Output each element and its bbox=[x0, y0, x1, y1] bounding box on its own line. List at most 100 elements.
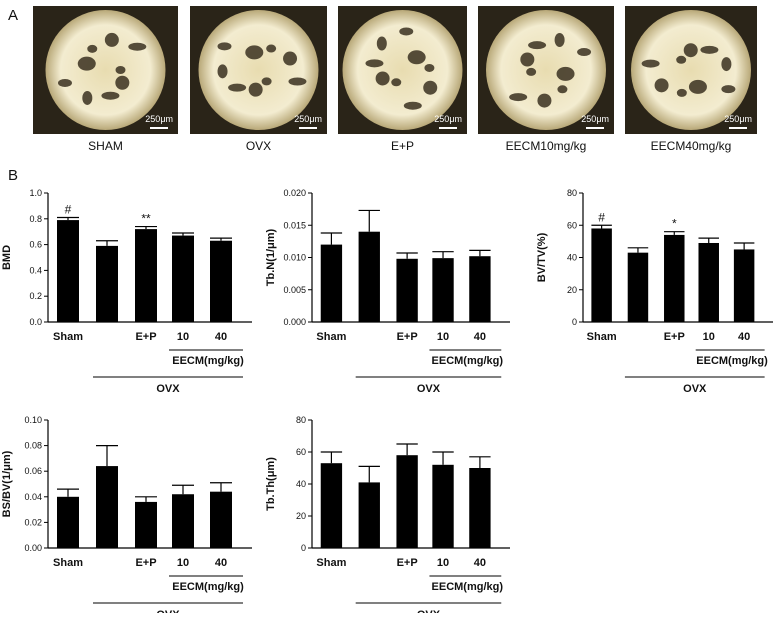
x-tick-label: E+P bbox=[135, 557, 156, 569]
bar bbox=[96, 245, 118, 322]
significance-mark: ** bbox=[141, 212, 151, 226]
x-tick-label: Sham bbox=[53, 331, 83, 343]
scale-label: 250μm bbox=[581, 114, 609, 124]
pore bbox=[399, 27, 414, 36]
y-tick-label: 20 bbox=[567, 285, 577, 295]
y-tick-label: 80 bbox=[567, 188, 577, 198]
pore bbox=[248, 82, 263, 97]
bar bbox=[135, 229, 157, 322]
panel-label: B bbox=[8, 167, 18, 184]
y-tick-label: 0.6 bbox=[29, 240, 42, 250]
y-tick-label: 60 bbox=[296, 447, 306, 457]
y-tick-label: 0.2 bbox=[29, 291, 42, 301]
y-tick-label: 0.08 bbox=[24, 441, 42, 451]
pore bbox=[577, 48, 592, 57]
y-tick-label: 1.0 bbox=[29, 188, 42, 198]
y-axis-label: BV/TV(%) bbox=[536, 232, 548, 282]
x-tick-label: 40 bbox=[215, 331, 227, 343]
group-label: EECM(mg/kg) bbox=[172, 355, 244, 367]
pore bbox=[375, 71, 390, 86]
y-tick-label: 0.00 bbox=[24, 543, 42, 553]
group-label: EECM(mg/kg) bbox=[432, 581, 504, 593]
bar bbox=[320, 463, 343, 548]
x-tick-label: 10 bbox=[177, 331, 189, 343]
bar bbox=[396, 455, 418, 548]
image-caption: EECM10mg/kg bbox=[506, 139, 587, 153]
y-tick-label: 0.010 bbox=[283, 253, 306, 263]
pore bbox=[537, 93, 552, 108]
bar bbox=[591, 228, 612, 322]
bar bbox=[135, 501, 157, 548]
pore bbox=[228, 83, 247, 92]
pore bbox=[101, 91, 120, 100]
y-tick-label: 0 bbox=[572, 317, 577, 327]
bar bbox=[664, 234, 685, 322]
x-tick-label: 40 bbox=[738, 331, 750, 343]
bar bbox=[172, 494, 194, 548]
pore bbox=[528, 41, 547, 50]
bar bbox=[96, 466, 118, 548]
pore bbox=[556, 66, 575, 81]
bar bbox=[469, 468, 491, 548]
bone-section bbox=[342, 10, 463, 130]
x-tick-label: Sham bbox=[587, 331, 617, 343]
y-tick-label: 40 bbox=[567, 253, 577, 263]
image-caption: OVX bbox=[246, 139, 271, 153]
pore bbox=[288, 77, 307, 86]
pore bbox=[217, 64, 228, 79]
pore bbox=[683, 43, 698, 58]
panel-label: A bbox=[8, 7, 18, 24]
bone-section bbox=[198, 10, 319, 130]
outer-label: OVX bbox=[156, 383, 180, 395]
bar bbox=[210, 491, 232, 548]
pore bbox=[424, 63, 435, 72]
pore bbox=[245, 45, 264, 60]
y-axis-label: BMD bbox=[1, 245, 13, 270]
pore bbox=[391, 78, 402, 87]
image-caption: E+P bbox=[391, 139, 414, 153]
significance-mark: * bbox=[672, 217, 677, 231]
pore bbox=[365, 59, 384, 68]
pore bbox=[423, 80, 438, 95]
bone-section bbox=[45, 10, 166, 130]
group-label: EECM(mg/kg) bbox=[696, 355, 768, 367]
bar bbox=[210, 240, 232, 322]
pore bbox=[676, 88, 687, 97]
x-tick-label: 10 bbox=[437, 331, 449, 343]
pore bbox=[261, 77, 272, 86]
y-tick-label: 0 bbox=[301, 543, 306, 553]
x-tick-label: E+P bbox=[397, 331, 418, 343]
y-tick-label: 0.10 bbox=[24, 415, 42, 425]
y-tick-label: 0.4 bbox=[29, 265, 42, 275]
bar bbox=[698, 242, 719, 322]
y-tick-label: 40 bbox=[296, 479, 306, 489]
pore bbox=[641, 59, 660, 68]
bone-section bbox=[631, 10, 751, 130]
pore bbox=[509, 93, 528, 102]
x-tick-label: 10 bbox=[437, 557, 449, 569]
y-tick-label: 0.000 bbox=[283, 317, 306, 327]
pore bbox=[87, 44, 98, 53]
bar bbox=[396, 258, 418, 322]
y-tick-label: 0.02 bbox=[24, 517, 42, 527]
pore bbox=[77, 56, 96, 71]
y-tick-label: 0.015 bbox=[283, 220, 306, 230]
pore bbox=[104, 32, 119, 47]
x-tick-label: E+P bbox=[664, 331, 685, 343]
pore bbox=[403, 101, 422, 110]
x-tick-label: Sham bbox=[316, 331, 346, 343]
y-tick-label: 20 bbox=[296, 511, 306, 521]
group-label: EECM(mg/kg) bbox=[172, 581, 244, 593]
bone-section bbox=[486, 10, 606, 130]
pore bbox=[700, 45, 719, 54]
pore bbox=[115, 66, 126, 74]
x-tick-label: 40 bbox=[215, 557, 227, 569]
pore bbox=[654, 78, 669, 93]
y-axis-label: Tb.Th(μm) bbox=[265, 457, 277, 511]
pore bbox=[217, 42, 232, 51]
bar bbox=[57, 220, 79, 322]
bar bbox=[469, 256, 491, 322]
scale-label: 250μm bbox=[294, 114, 322, 124]
y-axis-label: BS/BV(1/μm) bbox=[1, 450, 13, 517]
x-tick-label: 10 bbox=[703, 331, 715, 343]
